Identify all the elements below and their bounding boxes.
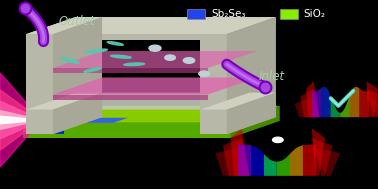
Polygon shape [53,68,208,73]
Ellipse shape [84,68,101,72]
Polygon shape [34,118,79,123]
Polygon shape [23,123,231,138]
Ellipse shape [111,55,131,58]
Polygon shape [53,17,102,134]
Polygon shape [312,147,340,176]
Polygon shape [200,93,276,110]
Polygon shape [34,123,64,134]
Circle shape [165,55,175,60]
Polygon shape [312,138,333,176]
Polygon shape [26,34,53,134]
FancyBboxPatch shape [187,9,205,19]
Polygon shape [231,129,249,176]
Polygon shape [200,17,276,34]
Polygon shape [306,81,319,117]
Polygon shape [26,110,53,134]
Circle shape [273,137,283,143]
Polygon shape [76,118,128,123]
Circle shape [149,45,161,51]
Polygon shape [53,94,208,100]
Polygon shape [0,116,42,124]
Polygon shape [295,96,319,117]
Polygon shape [301,89,319,117]
Polygon shape [0,90,42,150]
Polygon shape [0,101,42,139]
Polygon shape [26,17,102,34]
Text: Sb₂Se₃: Sb₂Se₃ [211,9,245,19]
Polygon shape [53,93,102,134]
Text: SiO₂: SiO₂ [304,9,325,19]
Polygon shape [367,96,378,117]
Polygon shape [53,77,257,94]
Circle shape [199,71,209,76]
Polygon shape [227,93,276,134]
Polygon shape [0,111,42,129]
Polygon shape [0,73,42,167]
Polygon shape [26,93,102,110]
Polygon shape [223,138,249,176]
Ellipse shape [61,58,79,63]
Circle shape [183,58,195,63]
Ellipse shape [124,63,144,66]
Text: Inlet: Inlet [259,70,285,83]
Polygon shape [227,17,276,134]
Polygon shape [215,147,249,176]
Polygon shape [227,17,276,40]
Polygon shape [367,81,378,117]
Polygon shape [231,106,280,138]
Polygon shape [53,51,257,68]
FancyBboxPatch shape [280,9,298,19]
Polygon shape [26,34,227,40]
Polygon shape [312,129,325,176]
Polygon shape [26,17,276,34]
Ellipse shape [107,42,123,45]
Ellipse shape [85,49,107,53]
Polygon shape [200,34,227,134]
Text: Outlet: Outlet [59,15,95,28]
Polygon shape [53,93,249,110]
Polygon shape [367,89,378,117]
Polygon shape [200,110,227,134]
Polygon shape [23,106,280,123]
